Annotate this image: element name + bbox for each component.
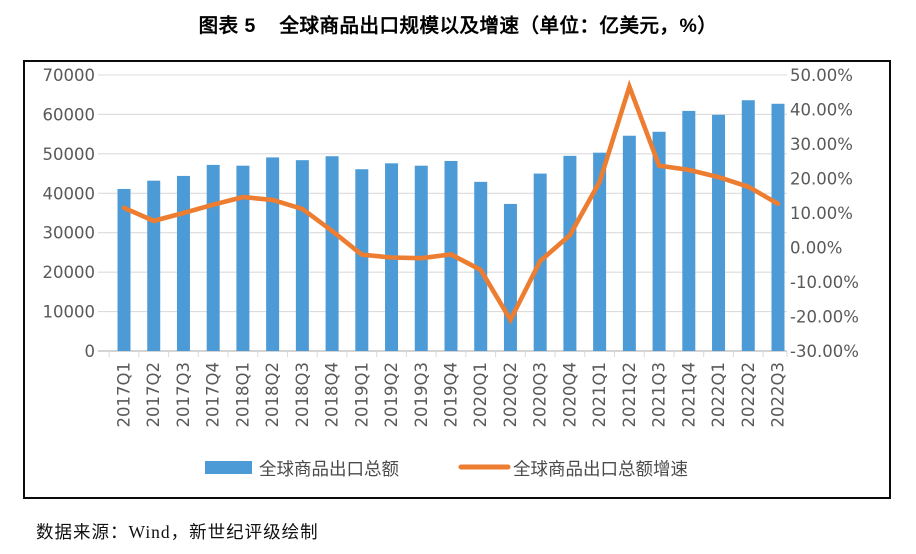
growth-line: [121, 79, 781, 325]
x-axis-category-label: 2021Q3: [650, 362, 669, 427]
x-axis-category-label: 2019Q3: [412, 362, 431, 427]
bar-2018Q3: [295, 160, 309, 351]
bar-2018Q1: [236, 165, 250, 351]
bar-2020Q1: [474, 181, 488, 351]
left-axis-tick-label: 50000: [43, 145, 96, 164]
chart-frame: 70000 60000 50000 40000 30000 20000 10000 0 50.0…: [23, 60, 891, 499]
x-axis-category-label: 2019Q4: [441, 362, 460, 427]
bar-2021Q2: [622, 135, 636, 351]
right-axis-tick-label: 10.00%: [790, 204, 853, 223]
right-axis-tick-label: 50.00%: [790, 66, 853, 85]
left-axis-tick-label: 10000: [43, 303, 96, 322]
x-axis-category-label: 2017Q1: [115, 362, 134, 427]
right-axis-tick-label: -10.00%: [790, 273, 859, 292]
x-axis-category-label: 2020Q2: [501, 362, 520, 427]
bar-2022Q1: [712, 114, 726, 351]
legend-bar-label: 全球商品出口总额: [259, 460, 399, 480]
legend-line-label: 全球商品出口总额增速: [513, 460, 688, 480]
bar-2021Q3: [652, 131, 666, 351]
bar-2018Q4: [325, 156, 339, 351]
left-axis-tick-label: 40000: [43, 184, 96, 203]
right-axis-tick-label: 20.00%: [790, 170, 853, 189]
bar-2022Q3: [771, 103, 785, 351]
data-source-note: 数据来源：Wind，新世纪评级绘制: [36, 522, 319, 542]
x-axis-category-label: 2022Q2: [739, 362, 758, 427]
left-axis-tick-label: 60000: [43, 105, 96, 124]
x-axis-category-label: 2017Q2: [144, 362, 163, 427]
x-axis-category-label: 2018Q2: [263, 362, 282, 427]
x-axis-category-label: 2018Q4: [323, 362, 342, 427]
legend-bar-swatch: [205, 461, 252, 474]
bar-2017Q2: [147, 180, 161, 351]
x-axis-category-label: 2017Q3: [174, 362, 193, 427]
x-axis-category-label: 2020Q3: [531, 362, 550, 427]
right-axis-tick-label: -30.00%: [790, 342, 859, 361]
bar-2021Q4: [682, 110, 696, 351]
bar-2017Q4: [206, 164, 220, 351]
bar-2021Q1: [593, 152, 607, 351]
x-axis-category-label: 2020Q4: [560, 362, 579, 427]
chart-canvas: 70000 60000 50000 40000 30000 20000 10000 0 50.0…: [43, 66, 859, 480]
bar-2019Q1: [355, 169, 369, 351]
left-axis-tick-label: 20000: [43, 263, 96, 282]
bar-2020Q2: [503, 203, 517, 351]
left-axis-tick-label: 30000: [43, 224, 96, 243]
x-axis-category-label: 2022Q1: [709, 362, 728, 427]
x-axis-category-label: 2022Q3: [768, 362, 787, 427]
x-axis-category-label: 2020Q1: [471, 362, 490, 427]
x-axis-category-label: 2021Q1: [590, 362, 609, 427]
right-axis-tick-label: 40.00%: [790, 101, 853, 120]
right-axis-tick-label: -20.00%: [790, 308, 859, 327]
left-axis-tick-label: 70000: [43, 66, 96, 85]
x-axis-category-label: 2018Q3: [293, 362, 312, 427]
chart-title: 图表 5 全球商品出口规模以及增速（单位：亿美元，%）: [198, 15, 718, 37]
right-axis-tick-label: 0.00%: [790, 239, 842, 258]
right-axis-tick-label: 30.00%: [790, 135, 853, 154]
bar-2017Q3: [176, 175, 190, 351]
x-axis-category-label: 2021Q4: [679, 362, 698, 427]
x-axis-category-label: 2018Q1: [233, 362, 252, 427]
x-axis-category-label: 2019Q2: [382, 362, 401, 427]
left-axis-tick-label: 0: [85, 342, 96, 361]
x-axis-category-label: 2017Q4: [204, 362, 223, 427]
x-axis-category-label: 2019Q1: [352, 362, 371, 427]
bar-2018Q2: [266, 157, 280, 351]
bar-2017Q1: [117, 188, 131, 351]
bar-2020Q4: [563, 155, 577, 351]
x-axis-category-label: 2021Q2: [620, 362, 639, 427]
bar-2022Q2: [741, 100, 755, 351]
